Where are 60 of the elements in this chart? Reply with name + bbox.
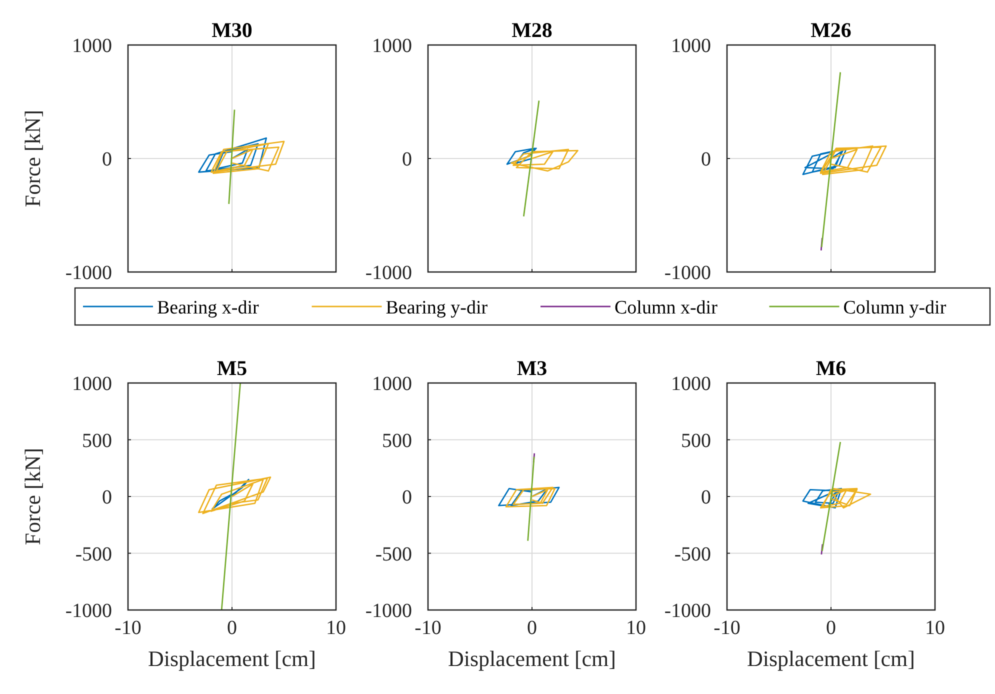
- x-tick-label: 10: [326, 617, 346, 639]
- y-tick-label: 500: [82, 430, 112, 452]
- line-series: [820, 145, 887, 176]
- x-tick-label: -10: [714, 617, 740, 639]
- y-tick-label: -500: [75, 543, 112, 566]
- y-tick-label: -1000: [664, 600, 711, 622]
- y-tick-label: 0: [701, 148, 711, 170]
- y-tick-label: 1000: [72, 373, 112, 395]
- x-tick-label: 0: [527, 617, 537, 639]
- legend-label: Column y-dir: [843, 298, 947, 318]
- line-series: [198, 137, 268, 173]
- chart-title: M26: [810, 18, 852, 42]
- line-series: [498, 486, 560, 506]
- y-tick-label: 1000: [72, 35, 112, 57]
- line-series: [212, 478, 250, 510]
- line-series: [198, 476, 272, 514]
- y-tick-label: -500: [375, 543, 412, 566]
- x-axis-title: Displacement [cm]: [747, 646, 915, 671]
- x-axis-title: Displacement [cm]: [448, 646, 616, 671]
- line-series: [802, 488, 842, 509]
- chart-title: M6: [816, 356, 846, 380]
- x-tick-label: 10: [925, 617, 945, 639]
- x-axis-title: Displacement [cm]: [148, 646, 316, 671]
- y-tick-label: -500: [674, 543, 711, 566]
- y-tick-label: 1000: [372, 373, 412, 395]
- y-tick-label: 500: [681, 430, 711, 452]
- line-series: [210, 140, 285, 174]
- y-axis-title: Force [kN]: [20, 110, 45, 208]
- y-tick-label: 500: [382, 430, 412, 452]
- y-tick-label: -1000: [365, 262, 412, 284]
- y-tick-label: 0: [402, 486, 412, 508]
- y-tick-label: 0: [102, 486, 112, 508]
- y-tick-label: 0: [701, 486, 711, 508]
- line-series: [802, 148, 848, 176]
- x-tick-label: 0: [227, 617, 237, 639]
- chart-title: M5: [216, 356, 248, 380]
- y-tick-label: -1000: [65, 600, 112, 622]
- line-series: [506, 148, 537, 165]
- x-tick-label: 10: [626, 617, 646, 639]
- line-series: [510, 148, 578, 172]
- legend-label: Bearing x-dir: [157, 298, 260, 318]
- y-axis-title: Force [kN]: [20, 448, 45, 546]
- chart-title: M28: [512, 18, 552, 42]
- line-series: [820, 488, 872, 509]
- legend-label: Column x-dir: [614, 298, 718, 318]
- y-tick-label: 1000: [372, 35, 412, 57]
- line-series: [505, 486, 556, 508]
- y-tick-label: 1000: [671, 35, 711, 57]
- x-tick-label: -10: [414, 617, 442, 639]
- y-tick-label: 1000: [671, 373, 711, 395]
- chart-title: M3: [516, 356, 548, 380]
- x-tick-label: -10: [114, 617, 142, 639]
- y-tick-label: -1000: [365, 600, 412, 622]
- y-tick-label: -1000: [664, 262, 711, 284]
- legend-label: Bearing y-dir: [386, 298, 488, 318]
- x-tick-label: 0: [826, 617, 836, 639]
- chart-title: M30: [212, 18, 252, 42]
- y-tick-label: 0: [402, 148, 412, 170]
- y-tick-label: -1000: [65, 262, 112, 284]
- y-tick-label: 0: [102, 148, 112, 170]
